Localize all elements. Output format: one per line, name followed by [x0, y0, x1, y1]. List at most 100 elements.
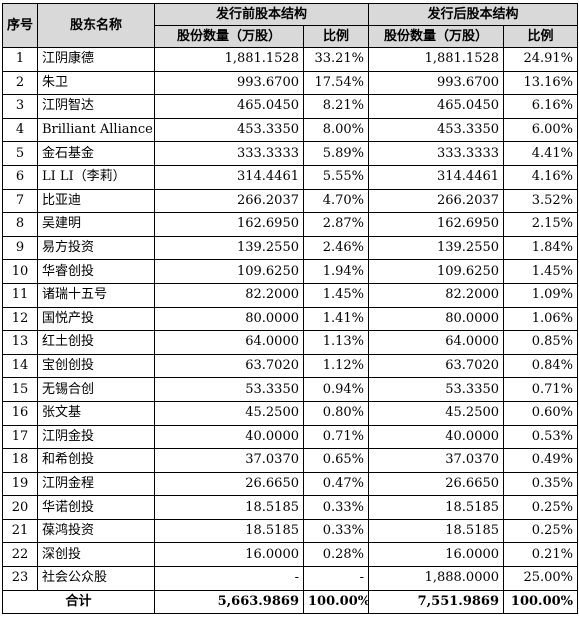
row-shareholder-name: 吴建明: [37, 212, 155, 237]
row-after-shares: 333.3333: [368, 141, 505, 166]
row-seq: 8: [2, 212, 38, 237]
row-after-ratio: 0.71%: [503, 377, 579, 402]
row-shareholder-name: 金石基金: [37, 141, 155, 166]
row-after-ratio: 0.25%: [503, 495, 579, 520]
row-before-shares: 40.0000: [154, 424, 304, 450]
row-before-shares: 1,881.1528: [154, 47, 304, 72]
table-row: 1 江阴康德 1,881.1528 33.21% 1,881.1528 24.9…: [2, 47, 579, 72]
row-after-ratio: 0.49%: [503, 448, 579, 473]
row-shareholder-name: 华诺创投: [37, 495, 155, 520]
row-before-shares: 63.7020: [154, 353, 304, 379]
table-row: 5 金石基金 333.3333 5.89% 333.3333 4.41%: [2, 141, 579, 166]
row-seq: 13: [2, 330, 38, 355]
row-after-ratio: 4.41%: [503, 141, 579, 166]
table-row: 14 宝创创投 63.7020 1.12% 63.7020 0.84%: [2, 353, 579, 379]
header-after-shares: 股份数量（万股）: [368, 25, 505, 48]
row-before-shares: 26.6650: [154, 471, 304, 497]
row-before-ratio: 1.94%: [302, 259, 370, 284]
row-shareholder-name: 华睿创投: [37, 259, 155, 284]
table-row: 8 吴建明 162.6950 2.87% 162.6950 2.15%: [2, 212, 579, 237]
total-label: 合计: [2, 589, 155, 615]
table-row: 9 易方投资 139.2550 2.46% 139.2550 1.84%: [2, 235, 579, 261]
header-seq: 序号: [2, 3, 38, 48]
table-row: 20 华诺创投 18.5185 0.33% 18.5185 0.25%: [2, 495, 579, 520]
row-after-shares: 1,881.1528: [368, 47, 505, 72]
header-before-shares: 股份数量（万股）: [154, 25, 304, 48]
header-row-columns: 股份数量（万股） 比例 股份数量（万股） 比例: [3, 25, 579, 48]
table-row: 7 比亚迪 266.2037 4.70% 266.2037 3.52%: [2, 188, 579, 214]
row-before-shares: 53.3350: [154, 377, 304, 402]
table-row: 16 张文基 45.2500 0.80% 45.2500 0.60%: [2, 400, 579, 426]
row-before-shares: 109.6250: [154, 259, 304, 284]
table-row: 17 江阴金投 40.0000 0.71% 40.0000 0.53%: [2, 424, 579, 450]
table-row: 21 葆鸿投资 18.5185 0.33% 18.5185 0.25%: [2, 518, 579, 544]
row-before-ratio: 0.33%: [302, 495, 370, 520]
row-after-shares: 1,888.0000: [368, 566, 505, 591]
row-before-shares: -: [154, 566, 304, 591]
table-row: 19 江阴金程 26.6650 0.47% 26.6650 0.35%: [2, 471, 579, 497]
header-after-ratio: 比例: [503, 25, 579, 48]
row-after-ratio: 1.45%: [503, 259, 579, 284]
row-shareholder-name: 比亚迪: [37, 188, 155, 214]
row-after-ratio: 3.52%: [503, 188, 579, 214]
row-before-shares: 333.3333: [154, 141, 304, 166]
table-row: 13 红土创投 64.0000 1.13% 64.0000 0.85%: [2, 330, 579, 355]
row-after-ratio: 0.85%: [503, 330, 579, 355]
row-before-ratio: -: [302, 566, 370, 591]
row-before-ratio: 2.87%: [302, 212, 370, 237]
row-after-shares: 80.0000: [368, 306, 505, 332]
row-after-shares: 40.0000: [368, 424, 505, 450]
table-row: 4 Brilliant Alliance 453.3350 8.00% 453.…: [2, 117, 579, 143]
row-seq: 16: [2, 400, 38, 426]
row-shareholder-name: 宝创创投: [37, 353, 155, 379]
row-shareholder-name: 朱卫: [37, 70, 155, 96]
row-shareholder-name: 张文基: [37, 400, 155, 426]
row-seq: 14: [2, 353, 38, 379]
row-before-ratio: 4.70%: [302, 188, 370, 214]
row-after-ratio: 1.06%: [503, 306, 579, 332]
row-before-ratio: 8.00%: [302, 117, 370, 143]
row-after-ratio: 0.60%: [503, 400, 579, 426]
table-footer: 合计 5,663.9869 100.00% 7,551.9869 100.00%: [2, 589, 579, 615]
row-before-ratio: 2.46%: [302, 235, 370, 261]
row-after-ratio: 25.00%: [503, 566, 579, 591]
row-after-ratio: 24.91%: [503, 47, 579, 72]
row-before-shares: 37.0370: [154, 448, 304, 473]
table-body: 1 江阴康德 1,881.1528 33.21% 1,881.1528 24.9…: [2, 47, 579, 591]
row-before-shares: 18.5185: [154, 495, 304, 520]
row-after-ratio: 4.16%: [503, 164, 579, 190]
row-shareholder-name: 和希创投: [37, 448, 155, 473]
row-after-shares: 82.2000: [368, 282, 505, 308]
row-seq: 23: [2, 566, 38, 591]
row-after-shares: 16.0000: [368, 542, 505, 568]
total-after-ratio: 100.00%: [503, 589, 579, 615]
row-shareholder-name: LI LI（李莉）: [37, 164, 155, 190]
row-shareholder-name: 深创投: [37, 542, 155, 568]
header-before-issuance: 发行前股本结构: [153, 3, 370, 26]
row-shareholder-name: Brilliant Alliance: [37, 117, 155, 143]
row-before-ratio: 1.12%: [302, 353, 370, 379]
row-seq: 9: [2, 235, 38, 261]
row-before-ratio: 0.71%: [302, 424, 370, 450]
row-seq: 11: [2, 282, 38, 308]
row-shareholder-name: 红土创投: [37, 330, 155, 355]
row-before-ratio: 0.47%: [302, 471, 370, 497]
row-after-ratio: 0.35%: [503, 471, 579, 497]
row-after-ratio: 0.84%: [503, 353, 579, 379]
row-seq: 15: [2, 377, 38, 402]
row-after-shares: 993.6700: [368, 70, 505, 96]
row-before-ratio: 1.13%: [302, 330, 370, 355]
row-shareholder-name: 诸瑞十五号: [37, 282, 155, 308]
row-after-ratio: 0.53%: [503, 424, 579, 450]
table-header: 序号 股东名称 发行前股本结构 发行后股本结构 股份数量（万股） 比例 股份数量…: [2, 3, 579, 48]
row-after-ratio: 6.00%: [503, 117, 579, 143]
row-before-ratio: 0.80%: [302, 400, 370, 426]
row-seq: 2: [2, 70, 38, 96]
row-after-shares: 453.3350: [368, 117, 505, 143]
table-row: 22 深创投 16.0000 0.28% 16.0000 0.21%: [2, 542, 579, 568]
row-seq: 6: [2, 164, 38, 190]
header-shareholder-name: 股东名称: [37, 3, 155, 48]
row-seq: 20: [2, 495, 38, 520]
table-row: 3 江阴智达 465.0450 8.21% 465.0450 6.16%: [2, 94, 579, 119]
row-after-shares: 26.6650: [368, 471, 505, 497]
